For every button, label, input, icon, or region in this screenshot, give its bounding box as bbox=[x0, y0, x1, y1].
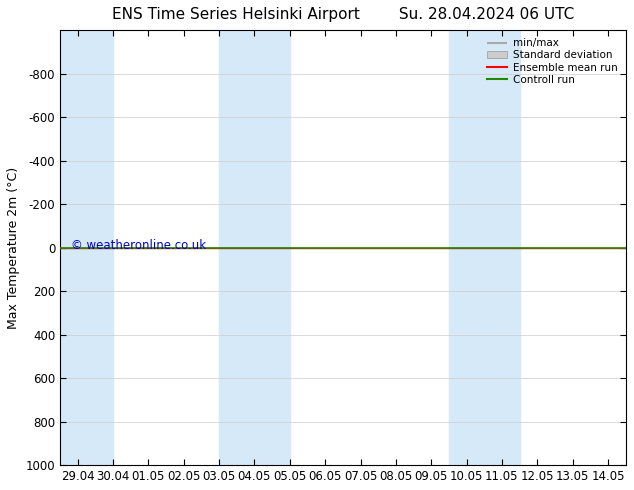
Bar bbox=[219, 30, 290, 465]
Title: ENS Time Series Helsinki Airport        Su. 28.04.2024 06 UTC: ENS Time Series Helsinki Airport Su. 28.… bbox=[112, 7, 574, 22]
Bar bbox=[449, 30, 520, 465]
Legend: min/max, Standard deviation, Ensemble mean run, Controll run: min/max, Standard deviation, Ensemble me… bbox=[483, 35, 621, 88]
Bar bbox=[60, 30, 113, 465]
Text: © weatheronline.co.uk: © weatheronline.co.uk bbox=[71, 239, 207, 252]
Y-axis label: Max Temperature 2m (°C): Max Temperature 2m (°C) bbox=[7, 167, 20, 329]
